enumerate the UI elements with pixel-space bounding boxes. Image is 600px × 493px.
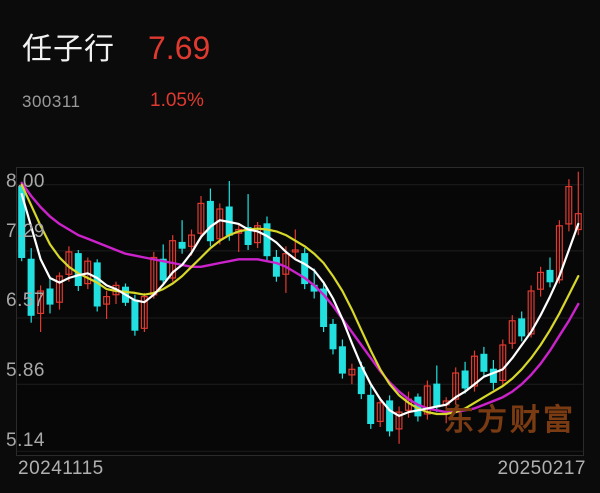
candle	[301, 248, 309, 290]
stock-code: 300311	[22, 92, 81, 111]
candle	[291, 229, 299, 260]
candle	[244, 194, 252, 250]
ma10-line	[20, 183, 580, 416]
candle	[527, 285, 535, 338]
candle	[112, 281, 120, 304]
candle	[376, 397, 384, 427]
candlestick-chart[interactable]	[16, 167, 584, 456]
candle	[178, 220, 186, 254]
chart-svg	[17, 171, 583, 452]
candle	[216, 203, 224, 245]
candle	[565, 179, 573, 232]
candle	[423, 380, 431, 420]
candle	[518, 311, 526, 342]
candle	[272, 250, 280, 282]
stock-price: 7.69	[148, 30, 211, 66]
candle	[480, 346, 488, 377]
ma20-line	[20, 181, 580, 414]
ma5-line	[20, 193, 580, 417]
candle	[386, 395, 394, 437]
candle	[320, 281, 328, 332]
candle	[206, 188, 214, 247]
stock-name: 任子行	[22, 33, 115, 66]
candle	[93, 259, 101, 312]
candle	[225, 181, 233, 241]
candle	[55, 272, 63, 310]
candle	[74, 250, 82, 291]
candle	[235, 223, 243, 252]
candle	[329, 319, 337, 355]
candle	[27, 248, 35, 323]
candle	[348, 363, 356, 385]
candle	[489, 360, 497, 390]
candle	[159, 244, 167, 286]
candle	[536, 266, 544, 297]
candle	[282, 246, 290, 293]
candle	[461, 361, 469, 394]
candle	[395, 406, 403, 444]
candle	[499, 339, 507, 386]
candle	[197, 196, 205, 239]
quote-header: 任子行 7.69 300311 1.05%	[0, 0, 600, 150]
candle	[46, 276, 54, 314]
candle	[508, 315, 516, 349]
candle	[37, 285, 45, 332]
candle	[103, 291, 111, 319]
candle	[367, 384, 375, 429]
candle	[338, 339, 346, 379]
candle	[546, 257, 554, 288]
x-axis-label-end: 20250217	[497, 458, 586, 479]
candle	[442, 397, 450, 424]
candle	[263, 216, 271, 262]
chart-plot-area[interactable]	[17, 168, 583, 455]
change-percent: 1.05%	[150, 90, 204, 111]
candle	[140, 292, 148, 332]
candle	[254, 222, 262, 249]
x-axis-label-start: 20241115	[18, 458, 104, 479]
